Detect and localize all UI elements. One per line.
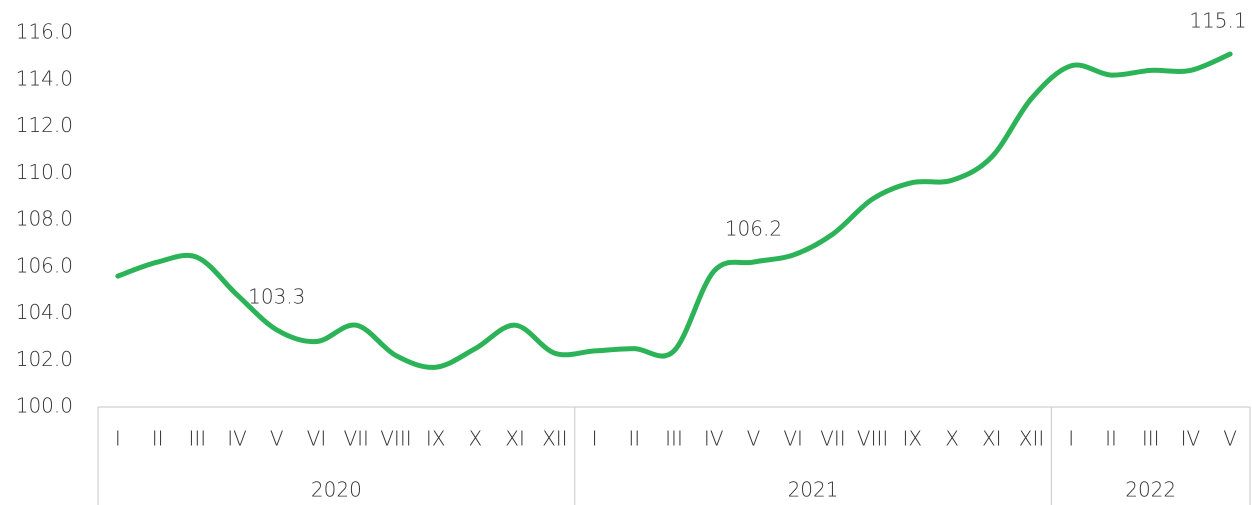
- x-tick-label: II: [152, 427, 164, 451]
- x-tick-label: VI: [307, 427, 327, 451]
- x-tick-label: VIII: [380, 427, 411, 451]
- x-tick-label: IV: [227, 427, 247, 451]
- x-tick-label: II: [628, 427, 640, 451]
- x-tick-label: I: [115, 427, 121, 451]
- x-tick-label: X: [469, 427, 483, 451]
- y-tick-label: 114.0: [16, 66, 73, 90]
- y-tick-label: 100.0: [16, 394, 73, 418]
- group-label: 2020: [311, 478, 362, 502]
- x-tick-label: VII: [343, 427, 368, 451]
- x-tick-label: VII: [820, 427, 845, 451]
- x-tick-label: X: [945, 427, 959, 451]
- y-tick-label: 112.0: [16, 113, 73, 137]
- x-tick-label: V: [747, 427, 761, 451]
- y-tick-label: 116.0: [16, 20, 73, 44]
- x-tick-label: VIII: [857, 427, 888, 451]
- x-tick-label: XII: [542, 427, 568, 451]
- x-tick-label: VI: [783, 427, 803, 451]
- x-tick-label: IX: [903, 427, 923, 451]
- x-tick-label: XI: [505, 427, 525, 451]
- x-tick-label: IV: [1181, 427, 1201, 451]
- data-label: 106.2: [725, 217, 782, 241]
- group-label: 2021: [788, 478, 839, 502]
- x-tick-label: III: [1142, 427, 1160, 451]
- x-tick-label: IV: [704, 427, 724, 451]
- x-tick-label: XII: [1019, 427, 1045, 451]
- data-label: 103.3: [248, 284, 305, 308]
- y-tick-label: 108.0: [16, 207, 73, 231]
- x-tick-label: V: [270, 427, 284, 451]
- x-tick-label: IX: [426, 427, 446, 451]
- line: [115, 51, 1233, 370]
- y-tick-label: 106.0: [16, 253, 73, 277]
- group-label: 2022: [1125, 478, 1176, 502]
- y-tick-label: 104.0: [16, 300, 73, 324]
- y-tick-label: 110.0: [16, 160, 73, 184]
- x-tick-label: XI: [982, 427, 1002, 451]
- x-tick-label: II: [1105, 427, 1117, 451]
- x-tick-label: III: [188, 427, 206, 451]
- y-tick-label: 102.0: [16, 347, 73, 371]
- x-tick-label: III: [665, 427, 683, 451]
- x-tick-label: I: [1068, 427, 1074, 451]
- x-tick-label: V: [1223, 427, 1237, 451]
- data-label: 115.1: [1189, 9, 1246, 33]
- x-tick-label: I: [592, 427, 598, 451]
